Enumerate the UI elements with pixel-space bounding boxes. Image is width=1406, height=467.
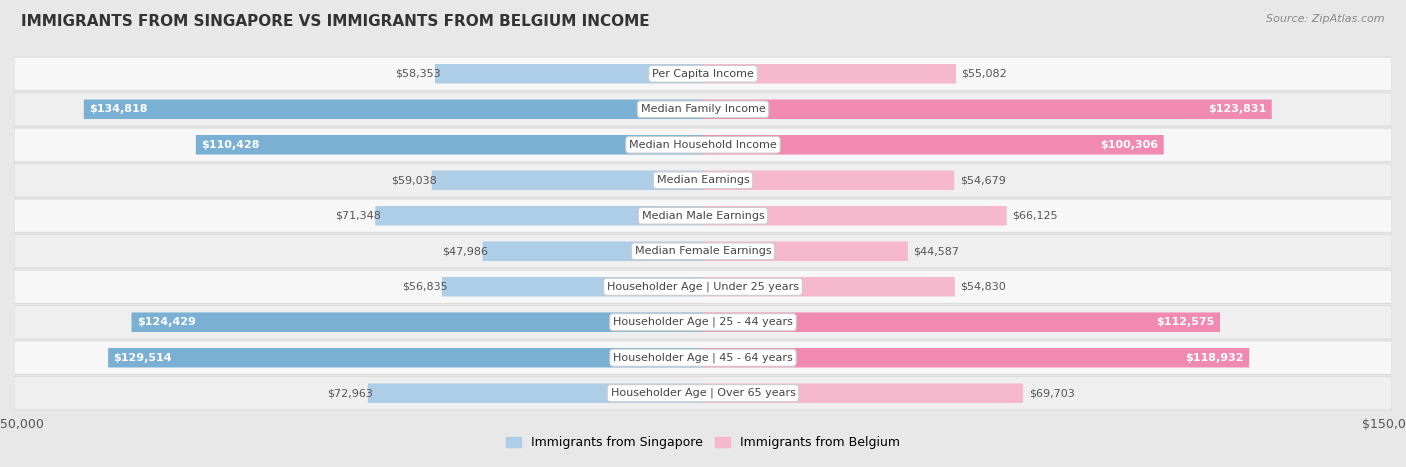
FancyBboxPatch shape <box>195 135 703 155</box>
FancyBboxPatch shape <box>14 305 1392 339</box>
Text: Median Household Income: Median Household Income <box>628 140 778 150</box>
Text: $44,587: $44,587 <box>914 246 959 256</box>
Text: $129,514: $129,514 <box>114 353 173 363</box>
FancyBboxPatch shape <box>703 206 1007 226</box>
FancyBboxPatch shape <box>434 64 703 84</box>
Text: $56,835: $56,835 <box>402 282 447 292</box>
Text: $110,428: $110,428 <box>201 140 260 150</box>
FancyBboxPatch shape <box>108 348 703 368</box>
Text: IMMIGRANTS FROM SINGAPORE VS IMMIGRANTS FROM BELGIUM INCOME: IMMIGRANTS FROM SINGAPORE VS IMMIGRANTS … <box>21 14 650 29</box>
Text: $69,703: $69,703 <box>1029 388 1074 398</box>
Text: $124,429: $124,429 <box>136 317 195 327</box>
Text: $47,986: $47,986 <box>441 246 488 256</box>
Text: Median Female Earnings: Median Female Earnings <box>634 246 772 256</box>
FancyBboxPatch shape <box>703 135 1164 155</box>
FancyBboxPatch shape <box>703 170 955 190</box>
Text: $71,348: $71,348 <box>335 211 381 221</box>
Text: Householder Age | Over 65 years: Householder Age | Over 65 years <box>610 388 796 398</box>
FancyBboxPatch shape <box>368 383 703 403</box>
Legend: Immigrants from Singapore, Immigrants from Belgium: Immigrants from Singapore, Immigrants fr… <box>501 432 905 454</box>
Text: $59,038: $59,038 <box>392 175 437 185</box>
Text: Median Family Income: Median Family Income <box>641 104 765 114</box>
Text: Per Capita Income: Per Capita Income <box>652 69 754 79</box>
FancyBboxPatch shape <box>14 92 1392 126</box>
FancyBboxPatch shape <box>703 348 1250 368</box>
FancyBboxPatch shape <box>432 170 703 190</box>
Text: Median Earnings: Median Earnings <box>657 175 749 185</box>
FancyBboxPatch shape <box>132 312 703 332</box>
Text: Householder Age | 25 - 44 years: Householder Age | 25 - 44 years <box>613 317 793 327</box>
Text: $134,818: $134,818 <box>90 104 148 114</box>
FancyBboxPatch shape <box>84 99 703 119</box>
FancyBboxPatch shape <box>14 163 1392 197</box>
FancyBboxPatch shape <box>703 99 1272 119</box>
FancyBboxPatch shape <box>14 234 1392 268</box>
FancyBboxPatch shape <box>14 376 1392 410</box>
Text: $112,575: $112,575 <box>1156 317 1215 327</box>
FancyBboxPatch shape <box>14 128 1392 162</box>
FancyBboxPatch shape <box>375 206 703 226</box>
FancyBboxPatch shape <box>703 277 955 297</box>
Text: $100,306: $100,306 <box>1099 140 1159 150</box>
Text: $55,082: $55,082 <box>962 69 1007 79</box>
Text: $54,830: $54,830 <box>960 282 1007 292</box>
FancyBboxPatch shape <box>482 241 703 261</box>
Text: Median Male Earnings: Median Male Earnings <box>641 211 765 221</box>
FancyBboxPatch shape <box>441 277 703 297</box>
FancyBboxPatch shape <box>14 341 1392 375</box>
Text: $72,963: $72,963 <box>328 388 374 398</box>
Text: $54,679: $54,679 <box>960 175 1005 185</box>
Text: $123,831: $123,831 <box>1208 104 1267 114</box>
FancyBboxPatch shape <box>703 312 1220 332</box>
Text: Source: ZipAtlas.com: Source: ZipAtlas.com <box>1267 14 1385 24</box>
FancyBboxPatch shape <box>14 199 1392 233</box>
FancyBboxPatch shape <box>14 57 1392 91</box>
FancyBboxPatch shape <box>703 241 908 261</box>
Text: $58,353: $58,353 <box>395 69 440 79</box>
FancyBboxPatch shape <box>703 64 956 84</box>
FancyBboxPatch shape <box>14 270 1392 304</box>
Text: $66,125: $66,125 <box>1012 211 1057 221</box>
Text: Householder Age | 45 - 64 years: Householder Age | 45 - 64 years <box>613 353 793 363</box>
Text: Householder Age | Under 25 years: Householder Age | Under 25 years <box>607 282 799 292</box>
FancyBboxPatch shape <box>703 383 1024 403</box>
Text: $118,932: $118,932 <box>1185 353 1244 363</box>
